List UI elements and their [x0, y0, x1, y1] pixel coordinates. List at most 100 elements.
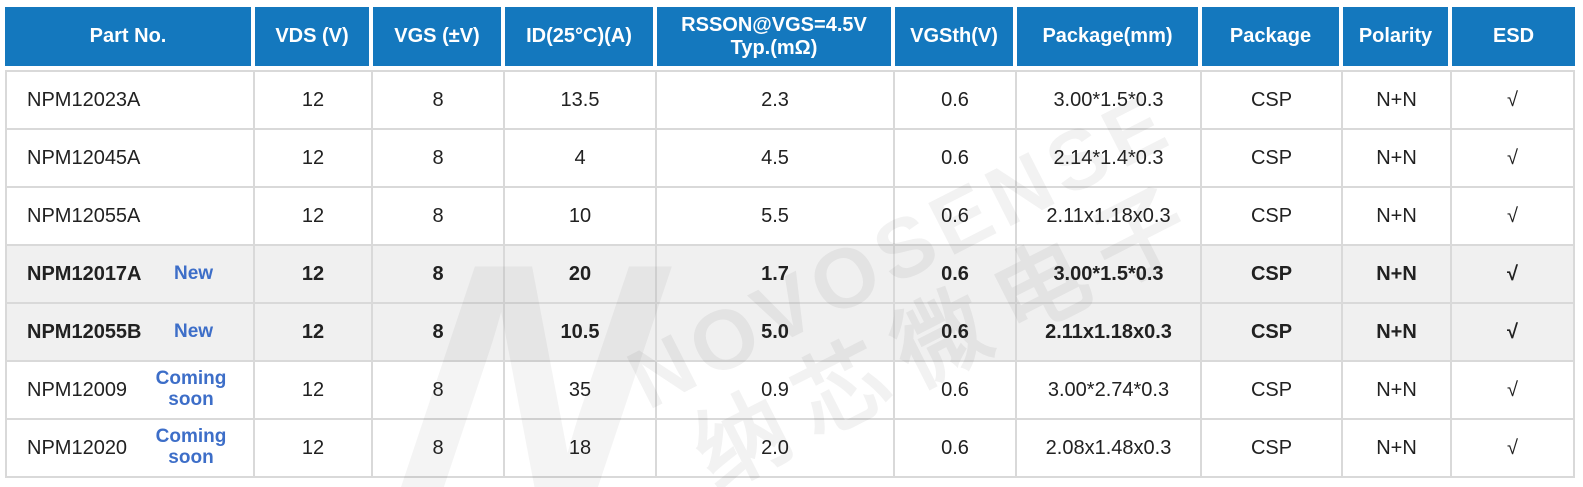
- column-header-part: Part No.: [5, 7, 255, 70]
- vds-cell: 12: [255, 362, 373, 420]
- part-number: NPM12017A: [27, 262, 142, 285]
- package-cell: CSP: [1202, 304, 1343, 362]
- polarity-cell: N+N: [1343, 130, 1452, 188]
- vds-cell: 12: [255, 188, 373, 246]
- column-header-polarity: Polarity: [1343, 7, 1452, 70]
- rsson-cell: 1.7: [657, 246, 895, 304]
- vgsth-cell: 0.6: [895, 130, 1017, 188]
- coming-soon-badge: Coming soon: [155, 368, 227, 410]
- part-number: NPM12009: [27, 378, 128, 401]
- polarity-cell: N+N: [1343, 304, 1452, 362]
- vgs-cell: 8: [373, 304, 505, 362]
- vgsth-cell: 0.6: [895, 420, 1017, 478]
- package_mm-cell: 3.00*2.74*0.3: [1017, 362, 1202, 420]
- vgsth-cell: 0.6: [895, 188, 1017, 246]
- coming-soon-badge: Coming soon: [155, 426, 227, 468]
- vgs-cell: 8: [373, 420, 505, 478]
- mosfet-spec-table: Part No. VDS (V) VGS (±V) ID(25°C)(A) RSSON@…: [5, 7, 1575, 478]
- part-cell: NPM12009 Coming soon: [5, 362, 255, 420]
- part-number: NPM12020: [27, 436, 128, 459]
- part-cell: NPM12045A: [5, 130, 255, 188]
- part-cell: NPM12020 Coming soon: [5, 420, 255, 478]
- column-header-id: ID(25°C)(A): [505, 7, 657, 70]
- package_mm-cell: 3.00*1.5*0.3: [1017, 70, 1202, 130]
- package_mm-cell: 2.08x1.48x0.3: [1017, 420, 1202, 478]
- table-row: NPM12045A 12 8 4 4.5 0.6 2.14*1.4*0.3 CSP N+N √: [5, 130, 1575, 188]
- vds-cell: 12: [255, 420, 373, 478]
- table-row: NPM12020 Coming soon 12 8 18 2.0 0.6 2.08x1.48x…: [5, 420, 1575, 478]
- polarity-cell: N+N: [1343, 246, 1452, 304]
- esd-cell: √: [1452, 246, 1575, 304]
- package-cell: CSP: [1202, 420, 1343, 478]
- package-cell: CSP: [1202, 130, 1343, 188]
- new-badge: New: [173, 262, 214, 284]
- part-cell: NPM12017A New: [5, 246, 255, 304]
- id-cell: 10: [505, 188, 657, 246]
- vgsth-cell: 0.6: [895, 362, 1017, 420]
- table-row: NPM12055B New 12 8 10.5 5.0 0.6 2.11x1.18x0.3 CS…: [5, 304, 1575, 362]
- table-row: NPM12055A 12 8 10 5.5 0.6 2.11x1.18x0.3 CSP N+N √: [5, 188, 1575, 246]
- column-header-rsson: RSSON@VGS=4.5V Typ.(mΩ): [657, 7, 895, 70]
- id-cell: 20: [505, 246, 657, 304]
- package-cell: CSP: [1202, 70, 1343, 130]
- part-number: NPM12023A: [27, 88, 141, 111]
- vgs-cell: 8: [373, 130, 505, 188]
- esd-cell: √: [1452, 188, 1575, 246]
- id-cell: 35: [505, 362, 657, 420]
- package-cell: CSP: [1202, 362, 1343, 420]
- esd-cell: √: [1452, 420, 1575, 478]
- part-number: NPM12055B: [27, 320, 142, 343]
- polarity-cell: N+N: [1343, 362, 1452, 420]
- part-cell: NPM12055A: [5, 188, 255, 246]
- part-cell: NPM12023A: [5, 70, 255, 130]
- esd-cell: √: [1452, 70, 1575, 130]
- part-number: NPM12055A: [27, 204, 141, 227]
- vgs-cell: 8: [373, 70, 505, 130]
- esd-cell: √: [1452, 130, 1575, 188]
- rsson-cell: 0.9: [657, 362, 895, 420]
- vgsth-cell: 0.6: [895, 304, 1017, 362]
- vds-cell: 12: [255, 246, 373, 304]
- column-header-package_mm: Package(mm): [1017, 7, 1202, 70]
- vds-cell: 12: [255, 70, 373, 130]
- new-badge: New: [173, 320, 214, 342]
- rsson-cell: 5.0: [657, 304, 895, 362]
- package_mm-cell: 2.11x1.18x0.3: [1017, 188, 1202, 246]
- table-row: NPM12017A New 12 8 20 1.7 0.6 3.00*1.5*0.3 CSP N+…: [5, 246, 1575, 304]
- id-cell: 4: [505, 130, 657, 188]
- rsson-cell: 2.3: [657, 70, 895, 130]
- vgs-cell: 8: [373, 362, 505, 420]
- vds-cell: 12: [255, 304, 373, 362]
- polarity-cell: N+N: [1343, 188, 1452, 246]
- part-number: NPM12045A: [27, 146, 141, 169]
- vgsth-cell: 0.6: [895, 70, 1017, 130]
- package_mm-cell: 2.14*1.4*0.3: [1017, 130, 1202, 188]
- column-header-vgsth: VGSth(V): [895, 7, 1017, 70]
- vgs-cell: 8: [373, 188, 505, 246]
- polarity-cell: N+N: [1343, 420, 1452, 478]
- id-cell: 13.5: [505, 70, 657, 130]
- package-cell: CSP: [1202, 246, 1343, 304]
- package_mm-cell: 3.00*1.5*0.3: [1017, 246, 1202, 304]
- part-cell: NPM12055B New: [5, 304, 255, 362]
- package_mm-cell: 2.11x1.18x0.3: [1017, 304, 1202, 362]
- id-cell: 10.5: [505, 304, 657, 362]
- vgs-cell: 8: [373, 246, 505, 304]
- table-row: NPM12023A 12 8 13.5 2.3 0.6 3.00*1.5*0.3 CSP N+N…: [5, 70, 1575, 130]
- esd-cell: √: [1452, 362, 1575, 420]
- column-header-esd: ESD: [1452, 7, 1575, 70]
- rsson-cell: 2.0: [657, 420, 895, 478]
- polarity-cell: N+N: [1343, 70, 1452, 130]
- vds-cell: 12: [255, 130, 373, 188]
- table-row: NPM12009 Coming soon 12 8 35 0.9 0.6 3.00*2.74*…: [5, 362, 1575, 420]
- esd-cell: √: [1452, 304, 1575, 362]
- vgsth-cell: 0.6: [895, 246, 1017, 304]
- rsson-cell: 5.5: [657, 188, 895, 246]
- column-header-vds: VDS (V): [255, 7, 373, 70]
- id-cell: 18: [505, 420, 657, 478]
- column-header-vgs: VGS (±V): [373, 7, 505, 70]
- rsson-cell: 4.5: [657, 130, 895, 188]
- column-header-package: Package: [1202, 7, 1343, 70]
- table-header-row: Part No. VDS (V) VGS (±V) ID(25°C)(A) RSSON@…: [5, 7, 1575, 70]
